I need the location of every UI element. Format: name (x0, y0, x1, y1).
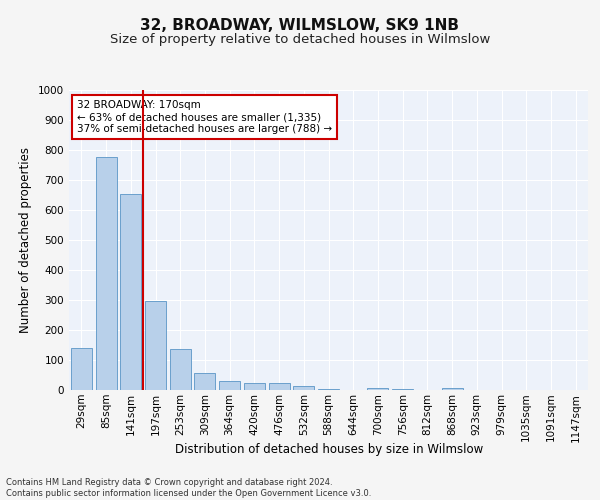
Bar (442, 388, 463, 390)
Bar (219, 382, 240, 390)
Y-axis label: Number of detached properties: Number of detached properties (19, 147, 32, 333)
Bar (269, 384, 290, 390)
Bar (71, 348, 92, 390)
Bar (318, 388, 339, 390)
Bar (367, 388, 388, 390)
Text: Size of property relative to detached houses in Wilmslow: Size of property relative to detached ho… (110, 32, 490, 46)
Bar (95, 156, 116, 390)
Text: Distribution of detached houses by size in Wilmslow: Distribution of detached houses by size … (175, 442, 483, 456)
Text: 32, BROADWAY, WILMSLOW, SK9 1NB: 32, BROADWAY, WILMSLOW, SK9 1NB (140, 18, 460, 32)
Text: Contains HM Land Registry data © Crown copyright and database right 2024.
Contai: Contains HM Land Registry data © Crown c… (6, 478, 371, 498)
Bar (170, 348, 191, 390)
Bar (120, 194, 141, 390)
Bar (145, 301, 166, 390)
Bar (194, 373, 215, 390)
Bar (244, 384, 265, 390)
Bar (392, 388, 413, 390)
Text: 32 BROADWAY: 170sqm
← 63% of detached houses are smaller (1,335)
37% of semi-det: 32 BROADWAY: 170sqm ← 63% of detached ho… (77, 100, 332, 134)
Bar (293, 386, 314, 390)
